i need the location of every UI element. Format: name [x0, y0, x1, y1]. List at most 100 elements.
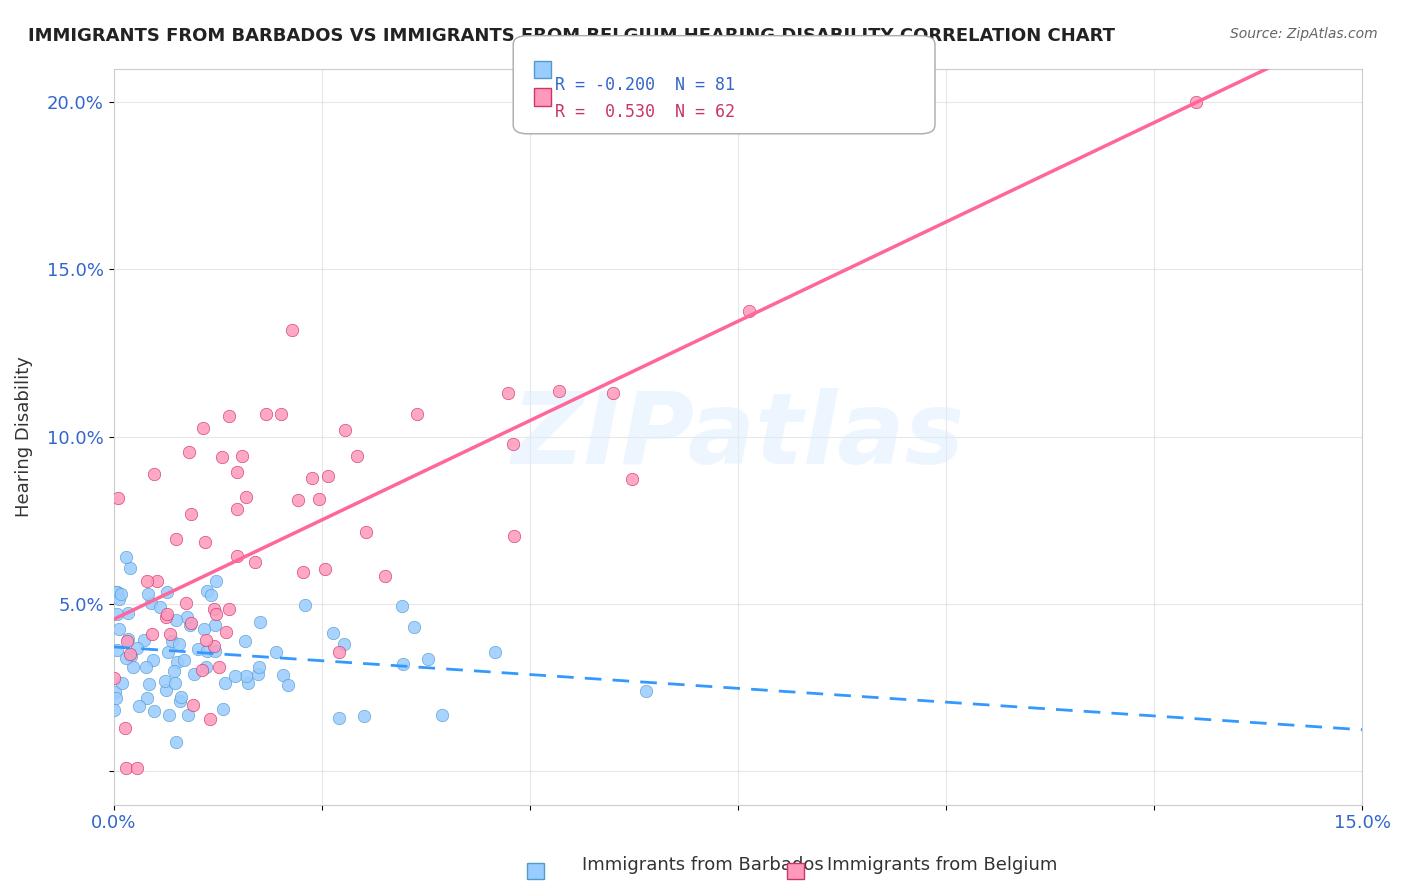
Point: [294, 599, 316, 613]
Point: [218, 409, 240, 423]
Text: Immigrants from Barbados: Immigrants from Barbados: [582, 856, 824, 874]
Point: [249, 615, 271, 629]
Point: [135, 574, 157, 589]
Point: [117, 606, 139, 620]
Point: [195, 584, 218, 599]
Point: [191, 420, 214, 434]
Point: [156, 585, 179, 599]
Point: [187, 642, 209, 657]
Point: [139, 596, 162, 610]
Point: [167, 637, 190, 651]
Point: [374, 569, 396, 583]
Point: [108, 591, 131, 606]
Point: [354, 524, 377, 539]
Point: [301, 471, 323, 485]
Point: [502, 529, 524, 543]
Point: [195, 633, 218, 648]
Point: [247, 660, 270, 674]
Point: [235, 669, 257, 683]
Point: [105, 585, 128, 599]
Point: [328, 645, 350, 659]
Point: [176, 708, 198, 723]
Point: [215, 624, 238, 639]
Point: [136, 587, 159, 601]
Point: [602, 386, 624, 401]
Point: [405, 407, 427, 421]
Point: [502, 437, 524, 451]
Point: [120, 561, 142, 575]
Point: [416, 651, 439, 665]
Point: [149, 599, 172, 614]
Point: [183, 698, 205, 713]
Point: [155, 683, 177, 698]
Point: [247, 666, 270, 681]
Point: [231, 449, 253, 463]
Point: [281, 323, 304, 337]
Text: IMMIGRANTS FROM BARBADOS VS IMMIGRANTS FROM BELGIUM HEARING DISABILITY CORRELATI: IMMIGRANTS FROM BARBADOS VS IMMIGRANTS F…: [28, 27, 1115, 45]
Point: [195, 644, 218, 658]
Point: [620, 472, 643, 486]
Point: [218, 602, 240, 616]
Point: [328, 710, 350, 724]
Point: [271, 667, 294, 681]
Point: [225, 549, 247, 563]
Point: [204, 617, 226, 632]
Point: [738, 303, 761, 318]
Point: [143, 704, 166, 718]
Point: [104, 685, 127, 699]
Point: [111, 675, 134, 690]
Point: [169, 694, 191, 708]
Point: [205, 574, 228, 588]
Text: R =  0.530  N = 62: R = 0.530 N = 62: [555, 103, 735, 120]
Point: [122, 660, 145, 674]
Point: [105, 585, 128, 599]
Point: [291, 565, 314, 579]
Point: [103, 671, 125, 685]
Point: [115, 761, 138, 775]
Point: [107, 623, 129, 637]
Point: [146, 574, 169, 589]
Point: [346, 449, 368, 463]
Point: [224, 669, 246, 683]
Y-axis label: Hearing Disability: Hearing Disability: [15, 356, 32, 517]
Point: [333, 637, 356, 651]
Text: Source: ZipAtlas.com: Source: ZipAtlas.com: [1230, 27, 1378, 41]
Point: [333, 423, 356, 437]
Point: [270, 407, 292, 421]
Point: [142, 653, 165, 667]
Point: [202, 602, 225, 616]
Point: [104, 691, 127, 706]
Point: [180, 615, 202, 630]
Point: [254, 407, 277, 421]
Point: [159, 627, 181, 641]
Point: [243, 555, 266, 569]
Text: R = -0.200  N = 81: R = -0.200 N = 81: [555, 76, 735, 94]
Point: [153, 673, 176, 688]
Point: [226, 502, 249, 516]
Point: [180, 507, 202, 521]
Point: [114, 651, 136, 665]
Point: [179, 617, 201, 632]
Point: [165, 735, 187, 749]
Point: [110, 587, 132, 601]
Point: [117, 632, 139, 646]
Point: [170, 690, 193, 704]
Point: [138, 677, 160, 691]
Point: [1185, 95, 1208, 109]
Point: [103, 703, 125, 717]
Point: [128, 698, 150, 713]
Point: [125, 641, 148, 656]
Point: [127, 761, 149, 775]
Point: [200, 588, 222, 602]
Point: [115, 550, 138, 565]
Point: [205, 607, 228, 621]
Point: [195, 660, 218, 674]
Text: Immigrants from Belgium: Immigrants from Belgium: [827, 856, 1057, 874]
Point: [115, 633, 138, 648]
Point: [212, 702, 235, 716]
Point: [235, 490, 257, 504]
Point: [156, 645, 179, 659]
Point: [166, 655, 188, 669]
Point: [194, 534, 217, 549]
Point: [226, 465, 249, 479]
